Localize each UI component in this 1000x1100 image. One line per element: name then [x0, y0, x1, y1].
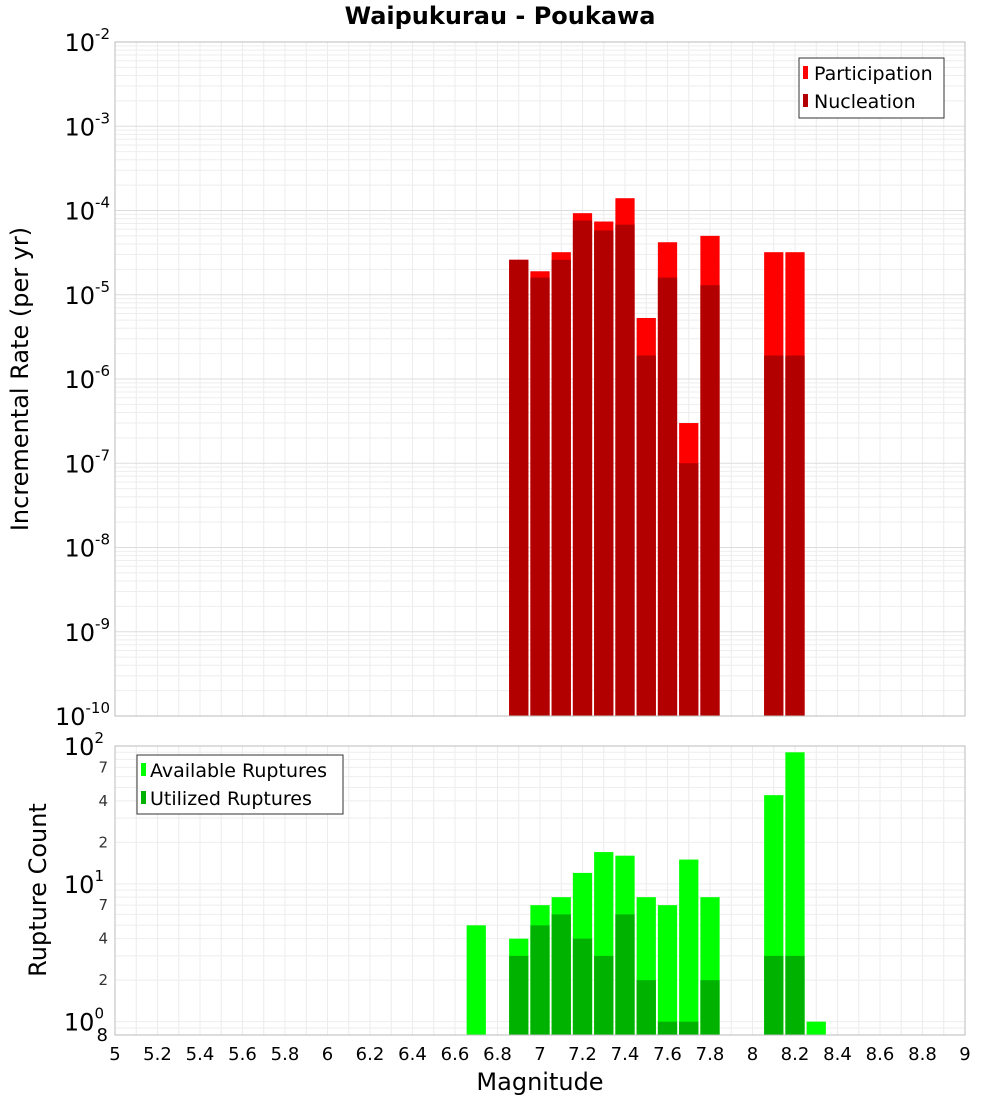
utilized-ruptures-bar — [509, 955, 529, 1035]
x-tick-label: 5.4 — [186, 1044, 215, 1065]
chart-title: Waipukurau - Poukawa — [345, 2, 656, 30]
nucleation-bar — [679, 463, 699, 716]
bottom-x-ticks: 5 5.2 5.4 5.6 5.8 6 6.2 6.4 6.6 6.8 7 7.2 7.4 7.6 7.8 8… — [109, 1044, 970, 1065]
nucleation-bar — [657, 277, 678, 716]
top-legend: Participation Nucleation — [798, 57, 945, 119]
top-panel-frame — [114, 41, 966, 717]
bottom-y-tick-label: 101 — [64, 867, 104, 899]
x-tick-label: 6.8 — [483, 1044, 512, 1065]
nucleation-bar — [594, 230, 614, 716]
nucleation-bar — [615, 224, 635, 716]
x-tick-label: 6.4 — [398, 1044, 427, 1065]
top-y-tick-label: 10-7 — [64, 446, 110, 478]
bottom-panel-bars — [466, 752, 826, 1035]
legend-swatch-participation — [803, 66, 808, 79]
available-ruptures-bar — [679, 859, 699, 1035]
x-tick-label: 8.4 — [823, 1044, 852, 1065]
utilized-ruptures-bar — [679, 1021, 699, 1035]
bottom-y-minor-tick-label: 8 — [97, 1025, 108, 1046]
top-y-tick-label: 10-5 — [64, 278, 110, 310]
utilized-ruptures-bar — [572, 938, 593, 1035]
legend-swatch-nucleation — [803, 94, 808, 107]
bottom-legend-box — [136, 754, 344, 815]
bottom-y-minor-tick-label: 4 — [98, 792, 108, 810]
legend-swatch-utilized — [141, 791, 146, 804]
legend-label-utilized: Utilized Ruptures — [150, 788, 312, 810]
legend-label-available: Available Ruptures — [150, 760, 327, 782]
x-tick-label: 5.6 — [228, 1044, 257, 1065]
bottom-legend: Available Ruptures Utilized Ruptures — [136, 754, 344, 815]
legend-label-nucleation: Nucleation — [814, 91, 916, 113]
available-ruptures-bar — [806, 1021, 826, 1035]
utilized-ruptures-bar — [551, 914, 571, 1035]
legend-label-participation: Participation — [814, 63, 933, 85]
bottom-y-tick-label: 102 — [64, 729, 104, 761]
x-tick-label: 6 — [322, 1044, 333, 1065]
nucleation-bar — [530, 277, 550, 716]
top-y-tick-label: 10-6 — [64, 362, 110, 394]
utilized-ruptures-bar — [636, 980, 656, 1035]
bottom-y-minor-tick-label: 2 — [98, 833, 108, 851]
x-tick-label: 7.4 — [611, 1044, 640, 1065]
x-tick-label: 8.8 — [908, 1044, 937, 1065]
utilized-ruptures-bar — [594, 955, 614, 1035]
top-y-tick-label: 10-4 — [64, 194, 110, 226]
top-y-tick-label: 10-8 — [64, 531, 110, 563]
x-tick-label: 5 — [109, 1044, 120, 1065]
x-axis-label: Magnitude — [476, 1068, 603, 1096]
bottom-y-minor-tick-label: 7 — [98, 896, 108, 914]
x-tick-label: 8.6 — [866, 1044, 895, 1065]
nucleation-bar — [700, 285, 720, 716]
bottom-y-minor-tick-label: 2 — [98, 971, 108, 989]
x-tick-label: 6.2 — [356, 1044, 385, 1065]
nucleation-bar — [785, 355, 805, 716]
x-tick-label: 8.2 — [781, 1044, 810, 1065]
x-tick-label: 7 — [534, 1044, 545, 1065]
x-tick-label: 7.6 — [653, 1044, 682, 1065]
utilized-ruptures-bar — [530, 925, 550, 1035]
bottom-panel-frame — [114, 745, 966, 1036]
top-y-tick-label: 10-2 — [64, 25, 110, 57]
utilized-ruptures-bar — [657, 1021, 678, 1035]
x-tick-label: 5.2 — [143, 1044, 172, 1065]
utilized-ruptures-bar — [785, 955, 805, 1035]
top-legend-box — [798, 57, 945, 119]
top-y-axis-label: Incremental Rate (per yr) — [6, 227, 34, 531]
top-y-tick-label: 10-10 — [55, 699, 110, 731]
nucleation-bar — [764, 355, 784, 716]
x-tick-label: 6.6 — [441, 1044, 470, 1065]
legend-swatch-available — [141, 763, 146, 776]
bottom-y-axis-label: Rupture Count — [24, 803, 52, 977]
top-panel-bars — [509, 198, 805, 717]
bottom-y-tick-label: 100 — [64, 1005, 104, 1037]
x-tick-label: 9 — [959, 1044, 970, 1065]
available-ruptures-bar — [466, 925, 486, 1035]
available-ruptures-bar — [657, 905, 678, 1035]
utilized-ruptures-bar — [615, 914, 635, 1035]
bottom-y-minor-tick-label: 4 — [98, 930, 108, 948]
nucleation-bar — [572, 220, 593, 717]
x-tick-label: 8 — [747, 1044, 758, 1065]
bottom-y-ticks: 100 101 102 8 2 4 7 2 4 7 — [64, 729, 108, 1046]
top-y-ticks: 10-10 10-9 10-8 10-7 10-6 10-5 10-4 10-3 10-2 — [55, 25, 110, 731]
nucleation-bar — [636, 355, 656, 716]
nucleation-bar — [509, 259, 529, 716]
x-tick-label: 5.8 — [271, 1044, 300, 1065]
utilized-ruptures-bar — [700, 980, 720, 1035]
utilized-ruptures-bar — [764, 955, 784, 1035]
top-y-tick-label: 10-3 — [64, 109, 110, 141]
top-y-tick-label: 10-9 — [64, 615, 110, 647]
x-tick-label: 7.2 — [568, 1044, 597, 1065]
x-tick-label: 7.8 — [696, 1044, 725, 1065]
bottom-y-minor-tick-label: 7 — [98, 758, 108, 776]
nucleation-bar — [551, 259, 571, 716]
